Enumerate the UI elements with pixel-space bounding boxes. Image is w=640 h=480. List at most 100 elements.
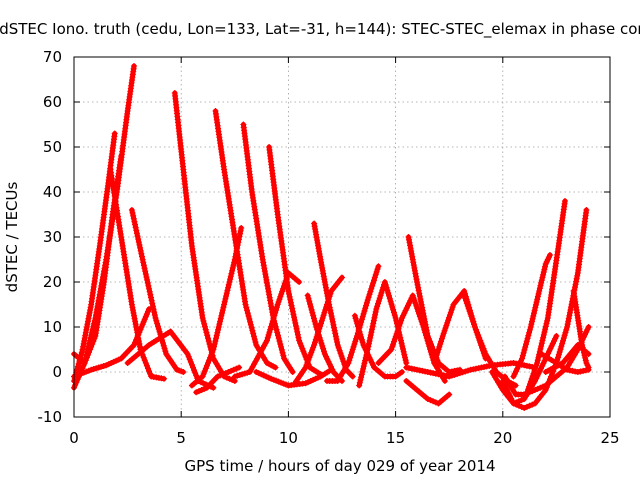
data-point [201, 323, 208, 330]
data-point [317, 337, 324, 344]
data-point [323, 301, 330, 308]
data-point [521, 346, 528, 353]
series-arc-05 [107, 166, 168, 382]
data-point [313, 324, 320, 330]
data-point [274, 301, 281, 308]
data-point [530, 310, 537, 317]
data-point [572, 368, 579, 375]
data-point [406, 365, 412, 372]
data-point [385, 290, 392, 297]
data-point [215, 326, 222, 333]
data-point [135, 239, 142, 246]
data-point [447, 309, 454, 316]
data-point [148, 297, 155, 304]
x-tick-label: 25 [600, 429, 619, 447]
data-point [142, 268, 149, 275]
data-point [225, 369, 232, 375]
data-point [530, 370, 537, 377]
data-point [200, 317, 207, 324]
data-point [419, 367, 426, 374]
data-point [537, 282, 544, 289]
grid-layer [74, 57, 610, 417]
series-arc-31 [510, 252, 553, 380]
data-point [147, 291, 154, 298]
data-point [281, 280, 288, 287]
data-point [479, 342, 486, 349]
data-point [529, 401, 536, 408]
data-point [292, 320, 299, 327]
data-point [442, 325, 449, 332]
data-point [223, 293, 230, 300]
data-point [540, 331, 547, 338]
data-point [348, 349, 355, 356]
data-point [446, 391, 453, 398]
data-point [412, 300, 419, 307]
data-point [229, 267, 236, 274]
data-point [246, 315, 253, 322]
data-point [481, 363, 488, 370]
data-point [478, 340, 485, 347]
data-point [323, 353, 330, 360]
data-point [275, 335, 282, 342]
data-point [370, 320, 377, 327]
data-point [161, 375, 168, 382]
data-point [84, 351, 91, 358]
data-point [315, 332, 322, 339]
series-arc-23 [405, 234, 463, 375]
data-point [573, 275, 580, 282]
data-point [527, 324, 534, 330]
data-point [354, 320, 361, 327]
data-point [152, 315, 159, 321]
data-point [223, 374, 230, 381]
data-point [388, 346, 395, 353]
data-point [521, 362, 528, 369]
data-point [370, 280, 377, 287]
data-point [424, 330, 431, 337]
data-point [516, 360, 523, 367]
y-tick-label: 20 [43, 273, 62, 291]
data-point [443, 372, 450, 379]
data-point [359, 368, 366, 375]
data-point [226, 375, 233, 382]
data-point [284, 272, 291, 279]
data-point [421, 315, 428, 322]
data-point [88, 343, 95, 350]
data-point [292, 322, 299, 329]
data-point [137, 247, 144, 254]
chart-title: dSTEC Iono. truth (cedu, Lon=133, Lat=-3… [0, 20, 640, 39]
data-point [223, 290, 230, 297]
data-point [369, 282, 376, 289]
data-point [561, 332, 568, 339]
data-point [468, 313, 475, 320]
data-point [366, 291, 373, 298]
data-point [134, 233, 141, 240]
data-point [532, 365, 539, 372]
data-point [511, 370, 518, 377]
data-point [144, 308, 151, 315]
data-point [466, 308, 473, 315]
data-point [136, 241, 143, 248]
data-point [140, 259, 147, 266]
data-point [189, 364, 196, 371]
data-point [384, 287, 391, 294]
data-point [265, 331, 272, 338]
data-point [563, 326, 570, 333]
x-tick-label: 20 [493, 429, 512, 447]
data-point [399, 369, 406, 375]
data-point [389, 303, 396, 310]
data-point [218, 312, 225, 319]
data-point [469, 316, 476, 323]
data-point [525, 332, 532, 339]
data-point [203, 362, 210, 369]
data-point [476, 334, 483, 341]
data-point [154, 323, 161, 330]
data-point [301, 351, 308, 357]
data-point [530, 312, 537, 319]
data-point [111, 130, 118, 137]
data-point [473, 365, 479, 372]
series-trail [311, 221, 356, 379]
data-point [289, 305, 296, 312]
series-arc-07 [124, 328, 217, 391]
data-point [538, 343, 545, 350]
data-point [211, 340, 218, 347]
